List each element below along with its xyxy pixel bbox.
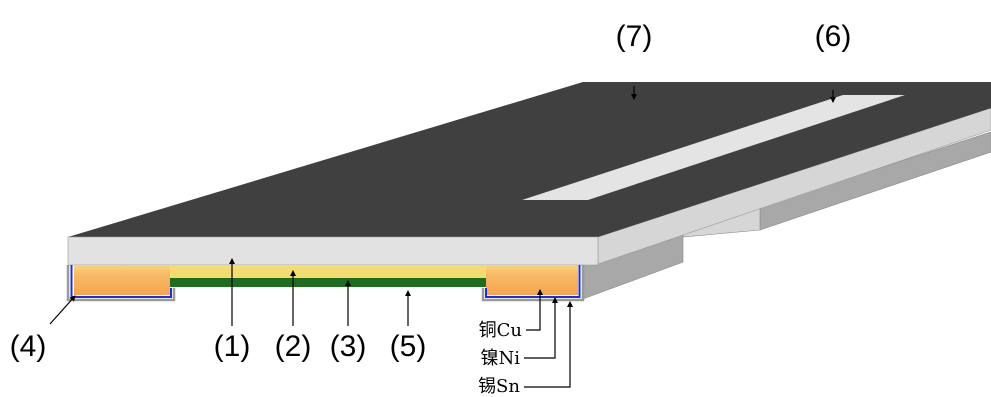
right-tin-outline (481, 265, 585, 302)
top-strip (522, 95, 905, 200)
label-7: (7) (616, 20, 653, 53)
label-5: (5) (390, 330, 427, 363)
left-nickel-outline (70, 265, 172, 298)
yellow-layer (170, 265, 486, 279)
green-layer (170, 278, 486, 287)
leader-4 (49, 295, 76, 325)
label-3: (3) (330, 330, 367, 363)
right-copper-block (486, 265, 578, 295)
substrate-front-face (67, 236, 599, 266)
label-tin: 锡Sn (478, 376, 520, 397)
label-4: (4) (10, 330, 47, 363)
right-nickel-outline (485, 265, 581, 298)
leader-copper (526, 289, 543, 331)
label-nickel: 镍Ni (480, 348, 520, 369)
label-1: (1) (214, 330, 251, 363)
leader-nickel (524, 297, 558, 359)
leader-tin (524, 301, 573, 388)
left-copper-block (74, 265, 170, 295)
top-protective-surface (68, 82, 991, 237)
label-2: (2) (275, 330, 312, 363)
left-tin-outline (66, 265, 176, 302)
label-copper: 铜Cu (479, 320, 522, 341)
label-6: (6) (815, 20, 852, 53)
